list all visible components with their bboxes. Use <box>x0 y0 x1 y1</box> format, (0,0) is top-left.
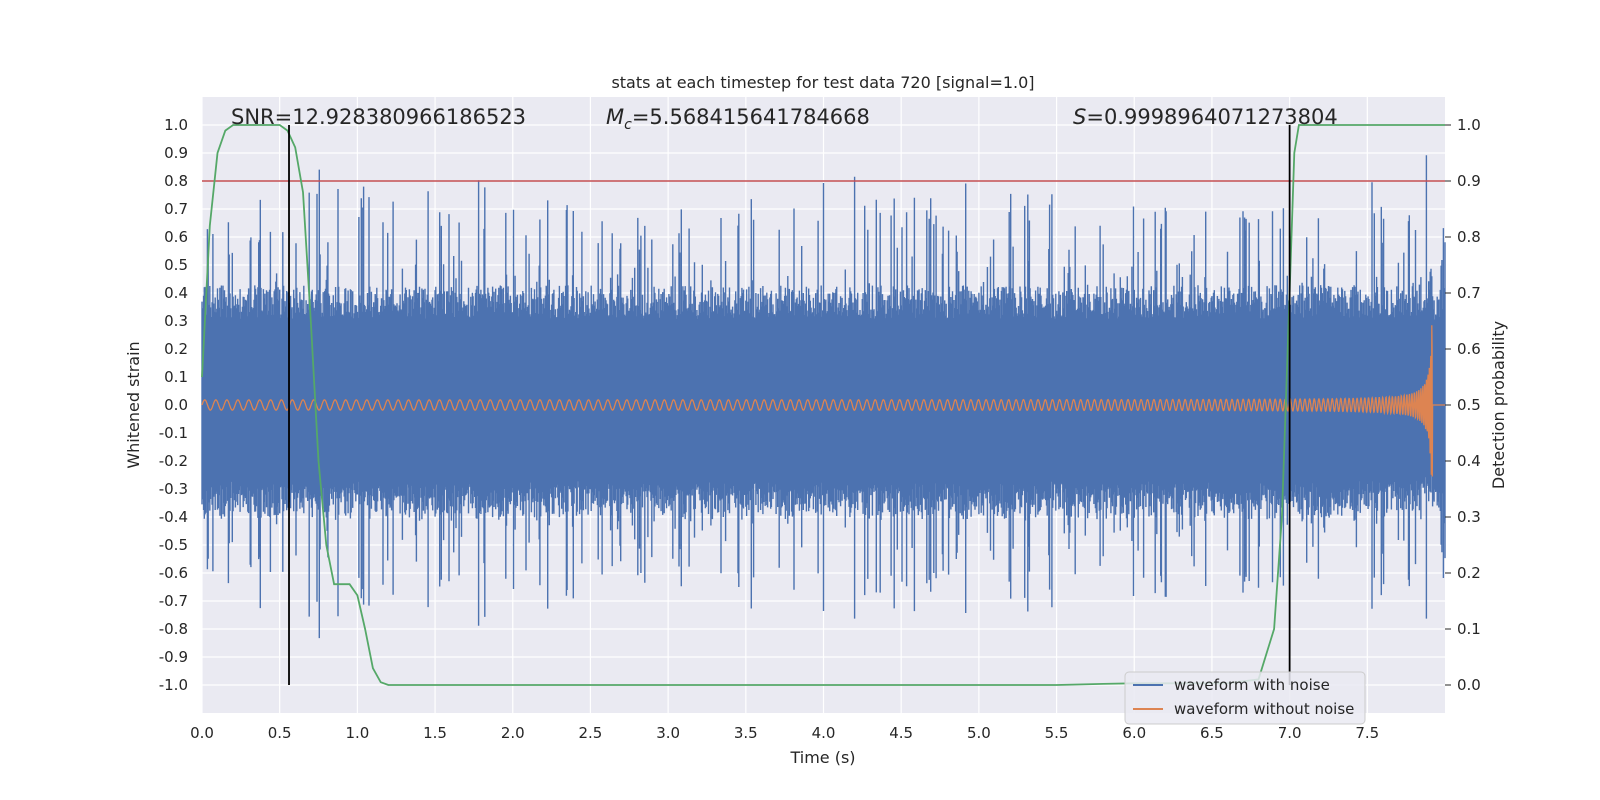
y2-tick-label: 0.7 <box>1457 284 1481 302</box>
annotation-chirp-mass: Mc=5.568415641784668 <box>606 105 870 133</box>
x-axis-ticks: 0.0 0.5 1.0 1.5 2.0 2.5 3.0 3.5 4.0 4.5 5.0 5.5 6.0 6… <box>190 724 1379 742</box>
x-tick-label: 3.5 <box>734 724 758 742</box>
annotation-mc-symbol: M <box>606 105 624 129</box>
legend-box <box>1124 671 1366 725</box>
y2-tick-label: 0.1 <box>1457 620 1481 638</box>
y-tick-label: 0.3 <box>164 312 188 330</box>
overlay-lines <box>201 124 1445 686</box>
y-tick-label: 0.4 <box>164 284 188 302</box>
y2-tick-label: 1.0 <box>1457 116 1481 134</box>
y2-tick-label: 0.5 <box>1457 396 1481 414</box>
x-axis-label: Time (s) <box>789 748 855 767</box>
annotation-mc-value: =5.568415641784668 <box>632 105 870 129</box>
x-tick-label: 4.0 <box>812 724 836 742</box>
y-tick-label: 0.9 <box>164 144 188 162</box>
x-tick-label: 0.0 <box>190 724 214 742</box>
x-tick-label: 1.0 <box>345 724 369 742</box>
y2-tick-label: 0.6 <box>1457 340 1481 358</box>
y-tick-label: 0.6 <box>164 228 188 246</box>
x-tick-label: 2.5 <box>579 724 603 742</box>
y-tick-label: -0.6 <box>159 564 188 582</box>
y-tick-label: 0.7 <box>164 200 188 218</box>
y2-tick-label: 0.4 <box>1457 452 1481 470</box>
y-tick-label: -0.3 <box>159 480 188 498</box>
annotation-s-value: =0.9998964071273804 <box>1086 105 1337 129</box>
y2-tick-label: 0.0 <box>1457 676 1481 694</box>
y-tick-label: -0.8 <box>159 620 188 638</box>
x-tick-label: 6.5 <box>1200 724 1224 742</box>
chart-title: stats at each timestep for test data 720… <box>611 73 1034 92</box>
x-tick-label: 4.5 <box>889 724 913 742</box>
y-tick-label: -1.0 <box>159 676 188 694</box>
x-tick-label: 5.0 <box>967 724 991 742</box>
x-tick-label: 7.5 <box>1355 724 1379 742</box>
legend-noise-label: waveform with noise <box>1174 676 1330 694</box>
y-tick-label: 0.0 <box>164 396 188 414</box>
y2-tick-label: 0.8 <box>1457 228 1481 246</box>
legend: waveform with noise waveform without noi… <box>1124 671 1366 725</box>
y2-tick-label: 0.3 <box>1457 508 1481 526</box>
x-tick-label: 7.0 <box>1278 724 1302 742</box>
y-axis-ticks: 1.0 0.9 0.8 0.7 0.6 0.5 0.4 0.3 0.2 0.1 0.0 -0.1 -0.… <box>159 116 188 694</box>
annotation-snr: SNR=12.928380966186523 <box>231 105 526 129</box>
x-tick-label: 1.5 <box>423 724 447 742</box>
x-tick-label: 5.5 <box>1045 724 1069 742</box>
y-tick-label: 0.8 <box>164 172 188 190</box>
annotation-s-symbol: S <box>1073 105 1086 129</box>
y-tick-label: -0.9 <box>159 648 188 666</box>
y-tick-label: -0.4 <box>159 508 188 526</box>
y-tick-label: 0.5 <box>164 256 188 274</box>
y2-tick-label: 0.9 <box>1457 172 1481 190</box>
x-tick-label: 6.0 <box>1122 724 1146 742</box>
y-tick-label: -0.2 <box>159 452 188 470</box>
x-tick-label: 2.0 <box>501 724 525 742</box>
clean-waveform-line <box>201 325 1445 477</box>
annotation-score: S=0.9998964071273804 <box>1073 105 1338 129</box>
y-tick-label: 0.2 <box>164 340 188 358</box>
y-tick-label: 0.1 <box>164 368 188 386</box>
series-waveform-without-noise <box>201 325 1445 477</box>
y-tick-label: -0.1 <box>159 424 188 442</box>
x-tick-label: 0.5 <box>268 724 292 742</box>
legend-clean-label: waveform without noise <box>1174 700 1354 718</box>
y2-axis-ticks: 1.0 0.9 0.8 0.7 0.6 0.5 0.4 0.3 0.2 0.1 0.0 <box>1445 116 1481 694</box>
y-tick-label: 1.0 <box>164 116 188 134</box>
y-tick-label: -0.7 <box>159 592 188 610</box>
annotation-mc-subscript: c <box>624 117 632 133</box>
y-tick-label: -0.5 <box>159 536 188 554</box>
detection-probability-line <box>201 124 1445 686</box>
x-tick-label: 3.0 <box>656 724 680 742</box>
y-axis-label: Whitened strain <box>124 341 143 468</box>
y2-axis-label: Detection probability <box>1489 321 1508 489</box>
y2-tick-label: 0.2 <box>1457 564 1481 582</box>
